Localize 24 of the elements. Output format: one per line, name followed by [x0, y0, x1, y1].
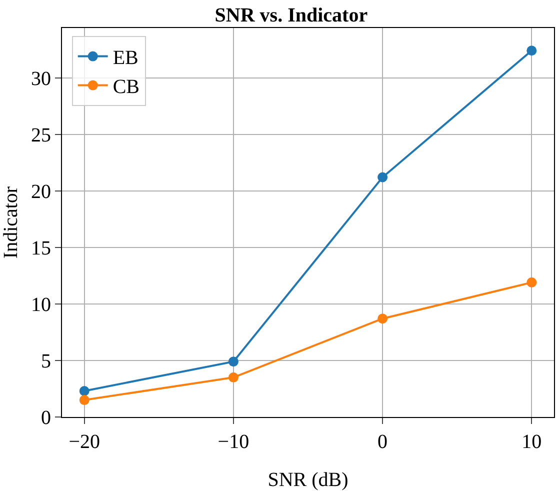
- y-tick-label: 0: [41, 407, 51, 429]
- legend-label: EB: [112, 47, 138, 70]
- legend-label: CB: [112, 76, 140, 98]
- y-tick-label: 25: [31, 124, 51, 146]
- y-tick-label: 5: [41, 350, 51, 372]
- x-tick-label: −20: [68, 431, 100, 453]
- y-tick-label: 20: [31, 180, 51, 203]
- x-axis-title: SNR (dB): [268, 469, 348, 491]
- y-tick-label: 30: [31, 68, 51, 90]
- point: [228, 372, 238, 382]
- y-axis-title: Indicator: [0, 186, 22, 259]
- x-tick-label: 10: [522, 431, 542, 453]
- point: [228, 356, 238, 367]
- point: [526, 277, 537, 288]
- point: [79, 395, 90, 406]
- point: [378, 172, 388, 182]
- x-tick-label: 0: [378, 431, 388, 453]
- y-tick-label: 15: [31, 237, 51, 260]
- point: [378, 314, 388, 324]
- x-tick-label: −10: [218, 431, 250, 453]
- chart-title: SNR vs. Indicator: [214, 4, 368, 26]
- y-tick-label: 10: [31, 294, 51, 316]
- point: [526, 46, 537, 56]
- point: [79, 386, 90, 396]
